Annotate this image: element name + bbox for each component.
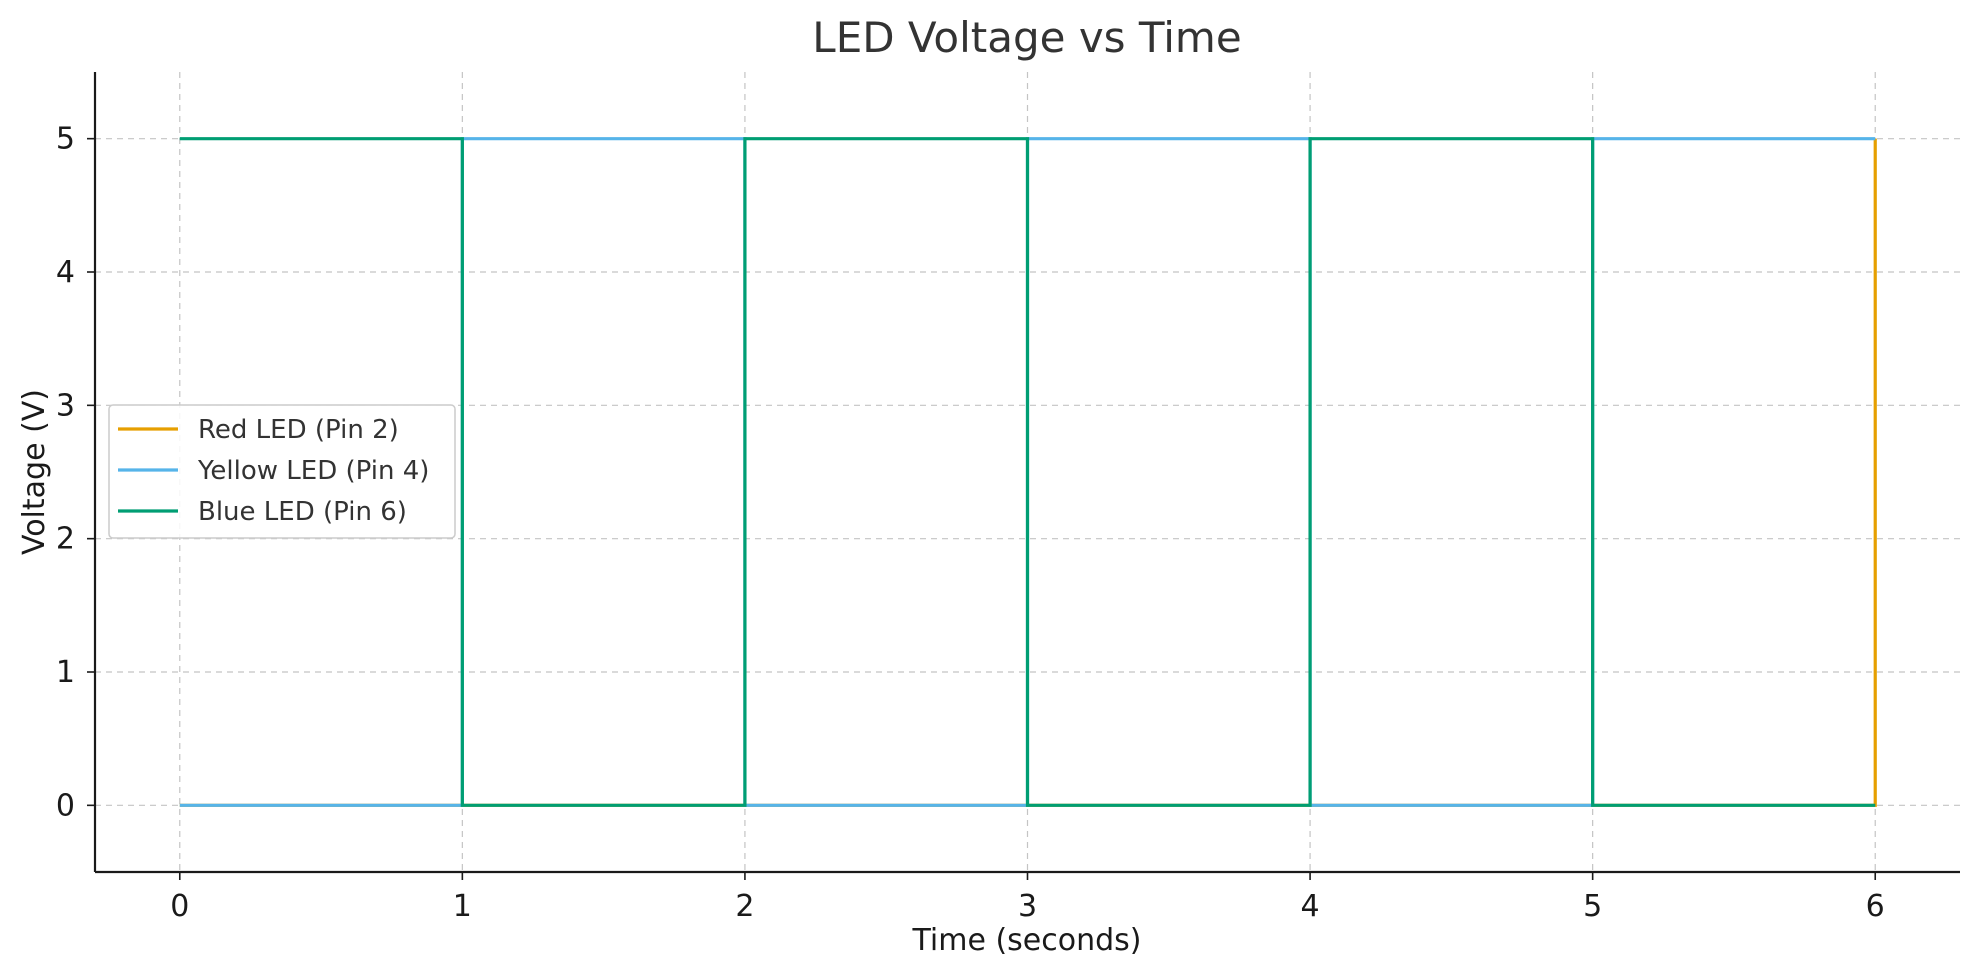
y-tick-label: 1	[56, 655, 75, 690]
y-ticks: 0 1 2 3 4 5	[56, 122, 95, 823]
x-tick-label: 6	[1866, 889, 1885, 924]
legend-label: Blue LED (Pin 6)	[198, 497, 407, 527]
x-tick-label: 4	[1301, 889, 1320, 924]
y-tick-label: 0	[56, 788, 75, 823]
legend-label: Yellow LED (Pin 4)	[197, 456, 429, 486]
x-ticks: 0 1 2 3 4 5 6	[170, 872, 1885, 924]
legend-items: Red LED (Pin 2) Yellow LED (Pin 4) Blue LE…	[118, 415, 429, 527]
x-axis-label: Time (seconds)	[912, 923, 1142, 958]
y-tick-label: 3	[56, 388, 75, 423]
x-tick-label: 2	[735, 889, 754, 924]
x-tick-label: 0	[170, 889, 189, 924]
x-tick-label: 1	[453, 889, 472, 924]
series-lines	[179, 137, 1877, 807]
x-tick-label: 5	[1583, 889, 1602, 924]
chart-title: LED Voltage vs Time	[812, 13, 1241, 62]
y-axis-label: Voltage (V)	[17, 389, 52, 555]
y-tick-label: 4	[56, 255, 75, 290]
y-tick-label: 5	[56, 122, 75, 157]
x-tick-label: 3	[1018, 889, 1037, 924]
y-tick-label: 2	[56, 522, 75, 557]
series-line-2	[179, 137, 1876, 807]
legend-label: Red LED (Pin 2)	[198, 415, 399, 445]
legend: Red LED (Pin 2) Yellow LED (Pin 4) Blue LE…	[108, 404, 456, 539]
legend-box	[108, 404, 456, 539]
